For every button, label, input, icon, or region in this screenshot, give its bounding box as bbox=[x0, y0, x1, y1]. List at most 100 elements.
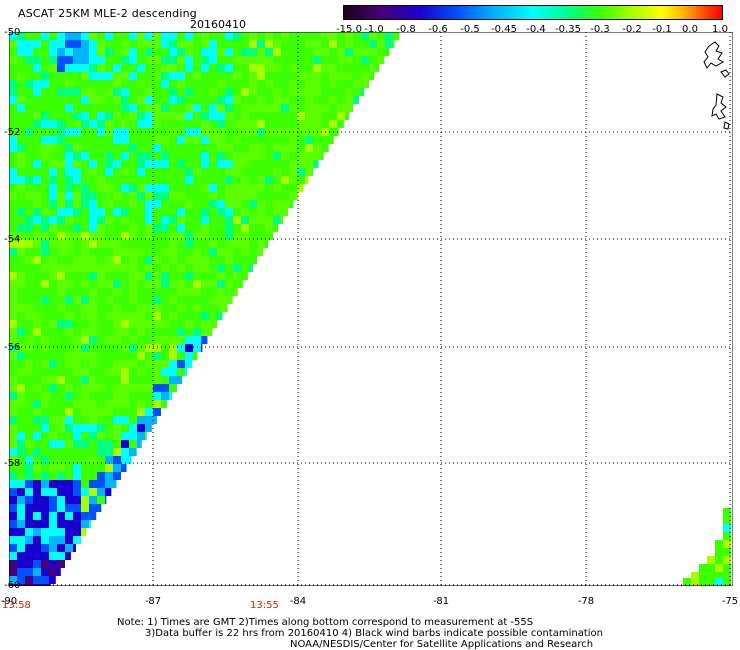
wind-cell bbox=[49, 40, 57, 48]
wind-cell bbox=[289, 200, 294, 208]
wind-cell bbox=[9, 400, 17, 408]
wind-cell bbox=[65, 192, 73, 200]
longitude-label: -90 bbox=[0, 596, 18, 607]
wind-cell bbox=[321, 80, 329, 88]
wind-cell bbox=[105, 376, 113, 384]
wind-cell bbox=[121, 96, 129, 104]
wind-cell bbox=[321, 144, 329, 152]
wind-cell bbox=[177, 40, 185, 48]
wind-cell bbox=[97, 200, 105, 208]
wind-cell bbox=[201, 80, 209, 88]
wind-cell bbox=[265, 88, 273, 96]
wind-cell bbox=[129, 424, 137, 432]
wind-cell bbox=[233, 216, 241, 224]
wind-cell bbox=[137, 280, 145, 288]
wind-cell bbox=[25, 256, 33, 264]
wind-cell bbox=[225, 32, 233, 40]
wind-cell bbox=[65, 416, 73, 424]
wind-cell bbox=[81, 336, 89, 344]
wind-cell bbox=[201, 64, 209, 72]
wind-cell bbox=[121, 136, 129, 144]
wind-cell bbox=[201, 56, 209, 64]
wind-cell bbox=[41, 312, 49, 320]
wind-cell bbox=[353, 96, 360, 104]
wind-cell bbox=[257, 88, 265, 96]
wind-cell bbox=[9, 304, 17, 312]
wind-cell bbox=[233, 224, 241, 232]
wind-cell bbox=[129, 336, 137, 344]
wind-cell bbox=[129, 104, 137, 112]
wind-cell bbox=[329, 136, 334, 144]
wind-cell bbox=[233, 192, 241, 200]
wind-cell bbox=[201, 32, 209, 40]
wind-cell bbox=[193, 344, 201, 352]
wind-cell bbox=[9, 144, 17, 152]
wind-cell bbox=[153, 288, 161, 296]
wind-cell bbox=[297, 120, 305, 128]
wind-cell bbox=[241, 80, 249, 88]
wind-cell bbox=[105, 80, 113, 88]
wind-cell bbox=[89, 184, 97, 192]
wind-cell bbox=[185, 48, 193, 56]
wind-cell bbox=[185, 112, 193, 120]
wind-cell bbox=[145, 400, 153, 408]
wind-cell bbox=[169, 344, 177, 352]
wind-cell bbox=[265, 64, 273, 72]
wind-cell bbox=[193, 304, 201, 312]
wind-cell bbox=[225, 264, 233, 272]
wind-cell bbox=[65, 184, 73, 192]
wind-cell bbox=[121, 448, 129, 456]
wind-cell bbox=[41, 464, 49, 472]
wind-cell bbox=[257, 72, 265, 80]
wind-cell bbox=[105, 408, 113, 416]
wind-cell bbox=[161, 32, 169, 40]
wind-cell bbox=[177, 48, 185, 56]
wind-cell bbox=[177, 120, 185, 128]
wind-cell bbox=[257, 80, 265, 88]
wind-cell bbox=[9, 264, 17, 272]
wind-cell bbox=[49, 104, 57, 112]
wind-cell bbox=[25, 312, 33, 320]
wind-cell bbox=[25, 416, 33, 424]
wind-cell bbox=[233, 56, 241, 64]
wind-cell bbox=[113, 384, 121, 392]
wind-cell bbox=[105, 248, 113, 256]
wind-cell bbox=[161, 328, 169, 336]
wind-cell bbox=[17, 56, 25, 64]
wind-cell bbox=[249, 152, 257, 160]
wind-cell bbox=[65, 464, 73, 472]
wind-cell bbox=[49, 400, 57, 408]
wind-cell bbox=[321, 32, 329, 40]
wind-cell bbox=[17, 448, 25, 456]
wind-cell bbox=[81, 488, 89, 496]
wind-cell bbox=[81, 152, 89, 160]
wind-cell bbox=[121, 328, 129, 336]
wind-cell bbox=[265, 112, 273, 120]
wind-cell bbox=[137, 80, 145, 88]
wind-cell bbox=[33, 384, 41, 392]
wind-cell bbox=[161, 240, 169, 248]
wind-cell bbox=[57, 248, 65, 256]
wind-cell bbox=[97, 256, 105, 264]
wind-cell bbox=[153, 368, 161, 376]
wind-cell bbox=[281, 32, 289, 40]
wind-cell bbox=[89, 480, 97, 488]
wind-cell bbox=[49, 552, 57, 560]
wind-cell bbox=[225, 168, 233, 176]
wind-cell bbox=[113, 280, 121, 288]
wind-cell bbox=[169, 280, 177, 288]
wind-cell bbox=[225, 136, 233, 144]
wind-cell bbox=[145, 264, 153, 272]
wind-cell bbox=[81, 432, 89, 440]
wind-cell bbox=[97, 176, 105, 184]
wind-cell bbox=[201, 240, 209, 248]
wind-cell bbox=[161, 264, 169, 272]
wind-cell bbox=[49, 144, 57, 152]
wind-cell bbox=[217, 304, 225, 312]
wind-cell bbox=[345, 48, 353, 56]
wind-cell bbox=[25, 224, 33, 232]
wind-cell bbox=[153, 256, 161, 264]
wind-cell bbox=[73, 352, 81, 360]
wind-cell bbox=[233, 32, 241, 40]
wind-cell bbox=[65, 424, 73, 432]
